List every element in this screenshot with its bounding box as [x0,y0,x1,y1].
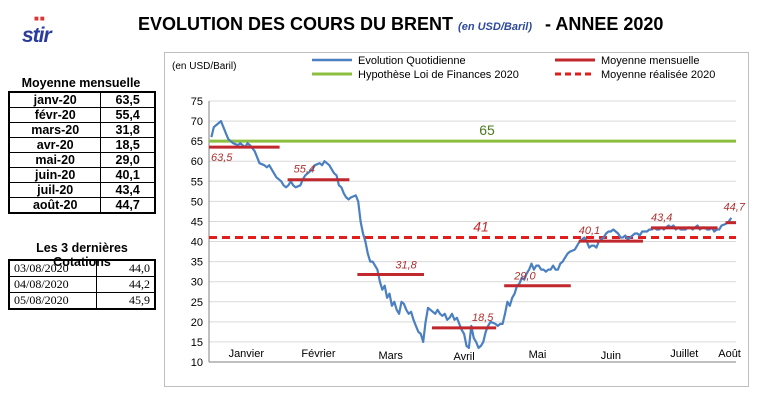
legend-finance-law-label: Hypothèse Loi de Finances 2020 [358,69,519,81]
x-month-label: Mars [378,350,403,362]
y-tick-label: 15 [191,337,203,349]
y-tick-label: 10 [191,357,203,369]
table-row: 05/08/2020 45,9 [8,292,156,310]
stir-logo: ■■ stir [20,14,72,50]
table-row: août-20 44,7 [8,197,156,214]
value-cell: 43,4 [100,182,156,198]
legend-monthly-label: Moyenne mensuelle [601,55,699,67]
value-cell: 44,2 [96,276,156,293]
page-title: EVOLUTION DES COURS DU BRENT (en USD/Bar… [138,14,663,35]
month-cell: juin-20 [8,167,102,183]
value-cell: 40,1 [100,167,156,183]
y-tick-label: 65 [191,136,203,148]
month-cell: janv-20 [8,91,102,108]
table-row: mai-20 29,0 [8,152,156,168]
finance-law-label: 65 [479,122,495,138]
date-cell: 05/08/2020 [8,292,97,310]
x-month-label: Mai [529,349,547,361]
monthly-average-label: 31,8 [395,259,417,271]
y-tick-label: 70 [191,116,203,128]
monthly-average-label: 43,4 [651,212,672,224]
logo-text: stir [22,24,52,47]
date-cell: 04/08/2020 [8,276,97,293]
monthly-average-label: 29,0 [513,271,536,283]
date-cell: 03/08/2020 [8,259,97,277]
realized-average-label: 41 [473,219,489,235]
x-month-label: Juillet [670,348,698,360]
y-tick-label: 60 [191,156,203,168]
monthly-table-title: Moyenne mensuelle [21,76,141,90]
title-unit: (en USD/Baril) [458,21,533,33]
value-cell: 29,0 [100,152,156,168]
y-tick-label: 45 [191,216,203,228]
y-tick-label: 30 [191,277,203,289]
last-quotes-table: 03/08/2020 44,0 04/08/2020 44,2 05/08/2020… [8,259,156,310]
x-month-label: Avril [453,351,474,363]
y-tick-label: 75 [191,96,203,108]
month-cell: juil-20 [8,182,102,198]
monthly-average-label: 63,5 [211,152,233,164]
value-cell: 45,9 [96,292,156,310]
table-row: janv-20 63,5 [8,91,156,108]
x-month-label: Juin [601,350,621,362]
table-row: juin-20 40,1 [8,167,156,183]
y-tick-label: 25 [191,297,203,309]
table-row: 04/08/2020 44,2 [8,276,156,293]
legend-realized-average-label: Moyenne réalisée 2020 [601,69,715,81]
table-row: juil-20 43,4 [8,182,156,198]
monthly-average-label: 18,5 [472,312,494,324]
monthly-average-label: 55,4 [294,164,315,176]
y-tick-label: 20 [191,317,203,329]
monthly-average-label: 44,7 [724,202,746,214]
value-cell: 31,8 [100,122,156,138]
x-month-label: Août [718,348,741,360]
y-tick-label: 50 [191,196,203,208]
month-cell: août-20 [8,197,102,214]
x-month-label: Janvier [229,348,265,360]
legend-daily-label: Evolution Quotidienne [358,55,466,67]
y-axis-label: (en USD/Baril) [172,61,236,72]
monthly-average-label: 40,1 [579,225,600,237]
y-tick-label: 40 [191,237,203,249]
y-tick-label: 35 [191,257,203,269]
daily-price-line [210,120,733,349]
value-cell: 44,7 [100,197,156,214]
title-text: EVOLUTION DES COURS DU BRENT [138,14,454,34]
x-month-label: Février [301,348,336,360]
monthly-average-table: janv-20 63,5 févr-20 55,4 mars-20 31,8 avr-… [8,91,156,214]
title-year: - ANNEE 2020 [545,14,664,34]
logo-flag-icon: ■■ [34,14,46,23]
y-tick-label: 55 [191,176,203,188]
chart-frame [164,52,749,387]
